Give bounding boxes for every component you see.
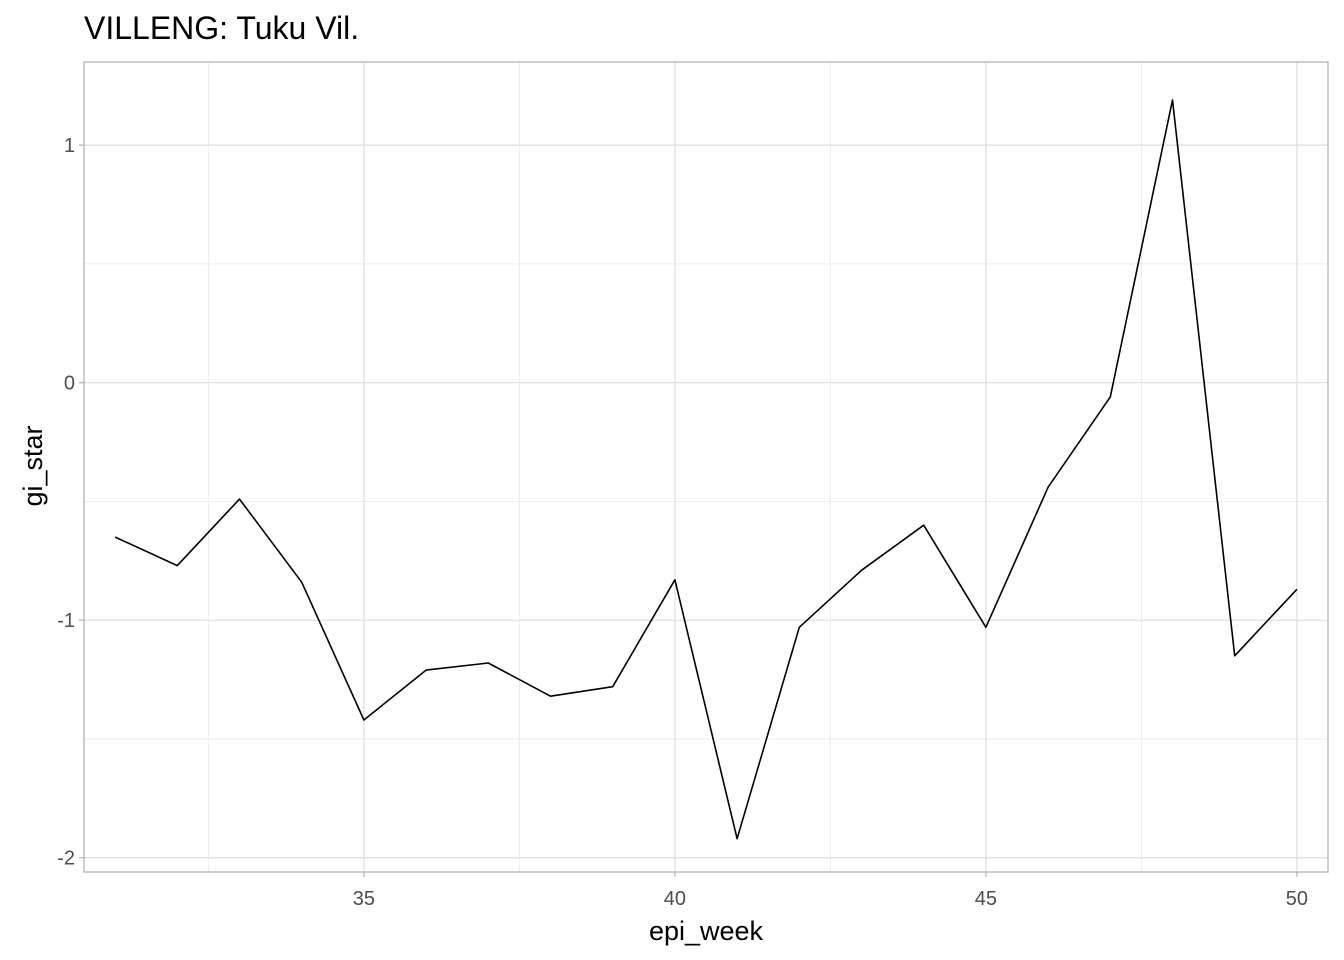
y-tick-label: 0 [64, 373, 75, 395]
x-tick-label: 50 [1286, 888, 1308, 910]
minor-gridlines [84, 62, 1328, 872]
x-tick-label: 45 [975, 888, 997, 910]
y-axis-title: gi_star [18, 425, 48, 506]
y-tick-label: -2 [57, 848, 75, 870]
x-axis-ticks: 35 40 45 50 [353, 872, 1308, 910]
chart-title: VILLENG: Tuku Vil. [84, 10, 360, 46]
plot-panel-border [83, 61, 1329, 873]
x-tick-label: 40 [664, 888, 686, 910]
x-axis-title: epi_week [649, 916, 764, 946]
series-layer [114, 99, 1298, 840]
y-axis-ticks: 1 0 -1 -2 [57, 135, 84, 870]
x-tick-label: 35 [353, 888, 375, 910]
y-tick-label: 1 [64, 135, 75, 157]
y-tick-label: -1 [57, 610, 75, 632]
major-gridlines [84, 62, 1328, 872]
series-line-gi_star [114, 99, 1298, 840]
